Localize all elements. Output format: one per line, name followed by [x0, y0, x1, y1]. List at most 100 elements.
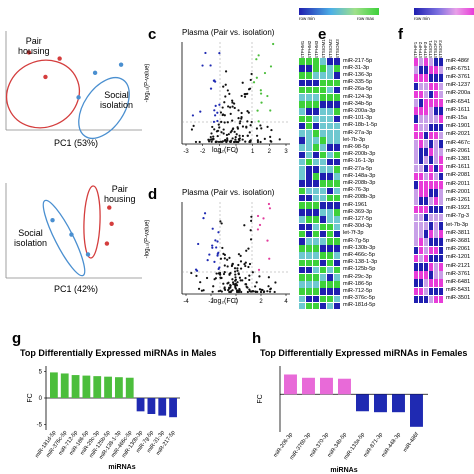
heatmap-cell [429, 66, 434, 74]
bar [136, 398, 145, 412]
volcano-point [227, 133, 230, 136]
heatmap-cell [299, 274, 306, 281]
x-tick-label: miR-448-3p [381, 432, 402, 459]
heatmap-cell [313, 58, 320, 65]
volcano-point [238, 134, 241, 137]
heatmap-cell [299, 295, 306, 303]
volcano-point [218, 103, 221, 106]
bar [71, 375, 80, 398]
pca-bottom-group-pair: Pair housing [104, 184, 136, 204]
bar [169, 398, 177, 418]
heatmap-cell [299, 266, 306, 274]
volcano-point [268, 257, 271, 260]
volcano-point [233, 102, 236, 105]
heatmap-cell [320, 101, 327, 108]
volcano-point [231, 101, 234, 104]
heatmap-cell [414, 131, 419, 140]
x-axis-label: miRNAs [108, 464, 135, 471]
volcano-point [217, 290, 220, 293]
volcano-point [257, 268, 261, 271]
pca-point [85, 252, 91, 257]
volcano-point [218, 52, 221, 55]
heatmap-cell [414, 115, 419, 123]
heatmap-cell [439, 90, 444, 99]
volcano-point [204, 51, 207, 55]
heatmap-cell [429, 99, 434, 107]
heatmap-cell [313, 130, 320, 137]
heatmap-cell [306, 101, 313, 108]
heatmap-row-label: miR-1611 [446, 106, 470, 113]
volcano-point [211, 227, 214, 230]
panel-label-c: c [148, 26, 157, 43]
volcano-point [209, 138, 212, 141]
heatmap-cell [320, 259, 327, 267]
heatmap-cell [306, 79, 313, 87]
heatmap-column-label: STPHM2 [307, 40, 312, 59]
heatmap-cell [306, 58, 313, 65]
bar-g-plot: -505FCmiR-181d-5pmiR-376c-5pmiR-712-5pmi… [27, 366, 180, 471]
heatmap-cell [306, 223, 313, 231]
heatmap-cell [419, 246, 424, 255]
heatmap-cell [334, 187, 341, 195]
volcano-point [217, 140, 221, 144]
heatmap-cell [419, 58, 424, 66]
heatmap-cell [439, 213, 444, 222]
volcano-point [245, 249, 248, 252]
heatmap-cell [306, 266, 313, 274]
heatmap-cell [424, 99, 429, 107]
pca-point [109, 221, 114, 226]
heatmap-cell [414, 213, 419, 222]
heatmap-cell [313, 259, 320, 267]
heatmap-cell [334, 180, 341, 187]
heatmap-cell [419, 140, 424, 148]
volcano-point [240, 116, 243, 119]
volcano-point [228, 272, 231, 275]
bar [284, 374, 297, 395]
volcano-point [234, 270, 237, 273]
heatmap-cell [334, 115, 341, 123]
heatmap-cell [320, 266, 327, 274]
volcano-point [232, 283, 235, 286]
volcano-point [192, 124, 195, 127]
heatmap-cell [414, 181, 419, 189]
heatmap-cell [320, 173, 327, 180]
heatmap-cell [320, 194, 327, 202]
heatmap-cell [429, 205, 434, 214]
x-tick-label: 2 [259, 299, 263, 305]
heatmap-cell [424, 131, 429, 140]
heatmap-cell [439, 74, 444, 82]
heatmap-cell [439, 271, 444, 279]
heatmap-cell [419, 172, 424, 181]
heatmap-cell [419, 164, 424, 173]
x-tick-label: 0 [234, 149, 238, 155]
heatmap-cell [429, 189, 434, 197]
heatmap-cell [419, 107, 424, 115]
volcano-point [236, 267, 239, 270]
volcano-point [246, 290, 249, 294]
volcano-point [262, 217, 265, 220]
heatmap-cell [327, 180, 334, 187]
bar-g-panel: Top Differentially Expressed miRNAs in M… [0, 348, 236, 474]
volcano-point [224, 83, 227, 86]
pca-top-panel: Pair housing Social isolation PC1 (53%) [0, 26, 148, 152]
heatmap-cell [334, 202, 341, 209]
heatmap-cell [434, 172, 439, 181]
heatmap-cell [424, 74, 429, 82]
heatmap-cell [429, 131, 434, 140]
volcano-point [234, 278, 238, 281]
volcano-point [248, 262, 252, 266]
y-tick-label: 0 [39, 396, 43, 402]
heatmap-row-label: miR-29c-3p [343, 273, 372, 280]
heatmap-cell [306, 115, 313, 123]
volcano-point [269, 109, 272, 112]
heatmap-cell [320, 137, 327, 144]
heatmap-cell [419, 222, 424, 230]
volcano-point [211, 290, 214, 293]
heatmap-cell [334, 302, 341, 310]
heatmap-cell [299, 101, 306, 108]
heatmap-cell [320, 209, 327, 216]
volcano-point [217, 231, 220, 234]
heatmap-cell [414, 246, 419, 255]
heatmap-row-label: miR-136-3p [343, 71, 373, 78]
volcano-point [216, 134, 219, 138]
